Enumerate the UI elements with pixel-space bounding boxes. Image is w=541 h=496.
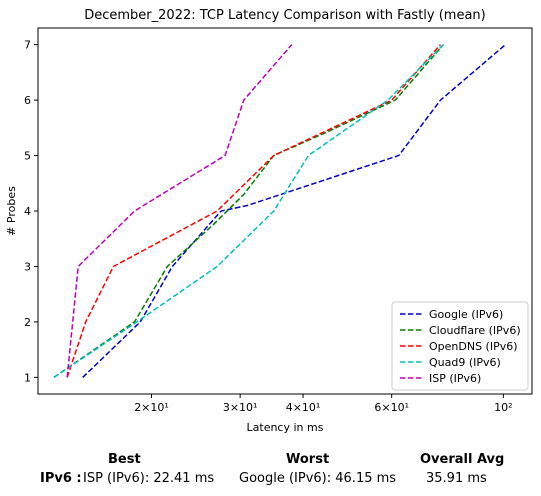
y-tick-label: 4 — [24, 205, 31, 218]
x-axis-ticks: 2×10¹ 3×10¹ 4×10¹ 6×10¹ 10² — [134, 394, 513, 414]
series-line-opendns-ipv6 — [66, 44, 442, 378]
y-axis-label: # Probes — [5, 186, 18, 236]
worst-value: Google (IPv6): 46.15 ms — [239, 471, 397, 486]
legend-box — [391, 301, 529, 391]
y-axis-ticks: 1 2 3 4 5 6 7 — [24, 39, 38, 384]
x-axis-label: Latency in ms — [247, 421, 324, 434]
series-line-cloudflare-ipv6 — [53, 44, 444, 379]
x-tick-label: 2×10¹ — [134, 401, 169, 414]
y-tick-label: 3 — [24, 260, 31, 273]
plot-area — [53, 44, 506, 379]
legend-label: Google (IPv6) — [429, 308, 503, 321]
series-line-quad9-ipv6 — [53, 44, 444, 379]
y-tick-label: 1 — [24, 371, 31, 384]
legend-label: Quad9 (IPv6) — [429, 356, 501, 369]
y-tick-label: 7 — [24, 39, 31, 52]
y-tick-label: 6 — [24, 94, 31, 107]
series-line-isp-ipv6 — [66, 44, 293, 378]
ipv6-row-label: IPv6 : — [40, 471, 82, 486]
x-tick-label: 3×10¹ — [223, 401, 258, 414]
legend-label: OpenDNS (IPv6) — [429, 340, 518, 353]
x-tick-label: 6×10¹ — [374, 401, 409, 414]
worst-header: Worst — [286, 452, 330, 467]
legend-label: Cloudflare (IPv6) — [429, 324, 521, 337]
y-tick-label: 2 — [24, 316, 31, 329]
best-value: ISP (IPv6): 22.41 ms — [83, 471, 215, 486]
overall-avg-header: Overall Avg — [420, 452, 505, 467]
y-tick-label: 5 — [24, 150, 31, 163]
legend: Google (IPv6) Cloudflare (IPv6) OpenDNS (I… — [391, 301, 529, 391]
series-line-google-ipv6 — [82, 44, 506, 378]
x-tick-label: 4×10¹ — [286, 401, 321, 414]
best-header: Best — [108, 452, 141, 467]
legend-label: ISP (IPv6) — [429, 372, 481, 385]
x-tick-label: 10² — [494, 401, 512, 414]
overall-avg-value: 35.91 ms — [426, 471, 487, 486]
chart-title: December_2022: TCP Latency Comparison wi… — [84, 8, 486, 23]
